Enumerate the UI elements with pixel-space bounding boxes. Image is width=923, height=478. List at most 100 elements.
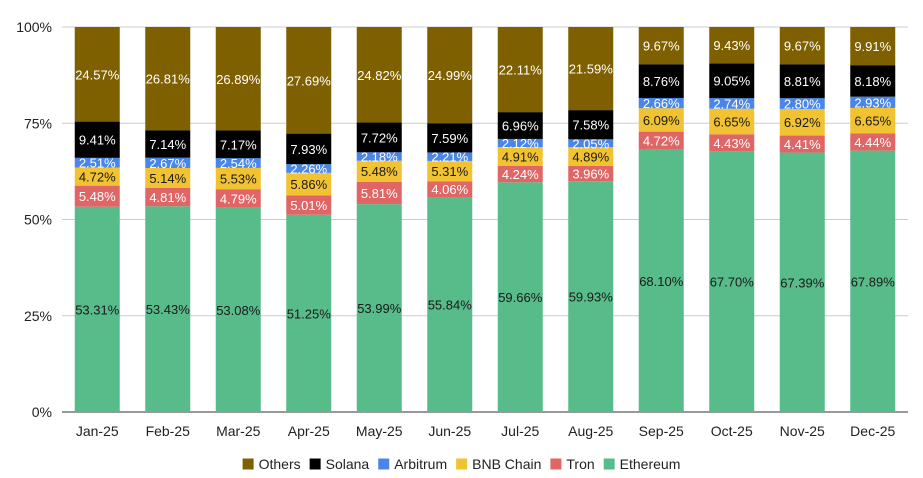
bar-segment-others	[145, 27, 191, 131]
data-label: 9.05%	[713, 74, 750, 89]
data-label: 53.31%	[75, 302, 120, 317]
bar-segment-tron	[74, 185, 120, 207]
legend-label: Tron	[566, 456, 594, 472]
bar-segment-others	[709, 27, 755, 64]
bar-segment-ethereum	[779, 152, 825, 412]
bar-segment-others	[286, 27, 332, 134]
bar-segment-arbitrum	[709, 98, 755, 109]
bar-segment-arbitrum	[74, 157, 120, 168]
legend-item: Others	[242, 456, 301, 472]
bar-segment-arbitrum	[638, 97, 684, 109]
data-label: 4.79%	[220, 191, 257, 206]
bar-segment-solana	[638, 64, 684, 98]
x-tick-label: Aug-25	[568, 423, 613, 439]
bar-segment-tron	[356, 181, 402, 205]
bar-segment-solana	[497, 112, 543, 139]
bar-segment-arbitrum	[427, 152, 473, 161]
legend-item: Ethereum	[603, 456, 681, 472]
data-label: 5.53%	[220, 172, 257, 187]
x-tick-label: Jun-25	[428, 423, 471, 439]
x-tick-label: Oct-25	[711, 423, 753, 439]
legend-label: Solana	[326, 456, 370, 472]
bar-segment-others	[638, 27, 684, 65]
bar-segment-arbitrum	[286, 164, 332, 173]
data-label: 53.43%	[146, 302, 191, 317]
bar-segment-bnb-chain	[427, 160, 473, 182]
bar-segment-tron	[638, 131, 684, 150]
y-axis: 0% 25% 50% 75% 100%	[16, 19, 52, 420]
bar-segment-tron	[215, 189, 261, 208]
bar-segment-solana	[215, 130, 261, 159]
bar-segment-others	[215, 27, 261, 131]
bar-segment-others	[497, 27, 543, 113]
data-label: 4.89%	[572, 150, 609, 165]
data-label: 53.08%	[216, 303, 261, 318]
bar-segment-tron	[850, 133, 896, 151]
bar-segment-arbitrum	[779, 98, 825, 109]
data-label: 6.09%	[643, 113, 680, 128]
legend-label: Ethereum	[620, 456, 681, 472]
bar-segment-bnb-chain	[850, 107, 896, 134]
data-label: 2.12%	[502, 136, 539, 151]
bar-segment-tron	[145, 187, 191, 207]
bar-segment-solana	[709, 63, 755, 99]
data-label: 9.91%	[854, 39, 891, 54]
data-label: 9.67%	[784, 39, 821, 54]
data-label: 24.57%	[75, 67, 120, 82]
data-label: 7.17%	[220, 137, 257, 152]
legend-swatch	[378, 458, 390, 470]
bar-segment-others	[427, 27, 473, 124]
bar-segment-bnb-chain	[497, 147, 543, 166]
data-label: 8.81%	[784, 74, 821, 89]
bar-segment-bnb-chain	[215, 167, 261, 190]
data-label: 5.01%	[290, 198, 327, 213]
data-label: 5.48%	[361, 164, 398, 179]
bar-segment-solana	[850, 65, 896, 97]
bar-segment-others	[850, 27, 896, 66]
y-tick-label: 50%	[24, 212, 52, 228]
bar-segment-bnb-chain	[568, 147, 614, 167]
legend-swatch	[456, 458, 468, 470]
bar-segment-ethereum	[145, 206, 191, 412]
data-label: 6.92%	[784, 115, 821, 130]
data-label: 6.65%	[854, 114, 891, 129]
bar-segment-tron	[709, 134, 755, 152]
bar-segment-others	[568, 27, 614, 111]
data-label: 26.89%	[216, 72, 261, 87]
data-label: 9.41%	[79, 133, 116, 148]
data-label: 2.74%	[713, 96, 750, 111]
bar-segment-tron	[779, 135, 825, 153]
data-label: 4.24%	[502, 167, 539, 182]
data-label: 59.66%	[498, 290, 543, 305]
data-label: 68.10%	[639, 274, 684, 289]
legend-swatch	[550, 458, 562, 470]
data-label: 4.44%	[854, 135, 891, 150]
data-label: 5.86%	[290, 177, 327, 192]
x-axis: Jan-25 Feb-25 Mar-25 Apr-25 May-25 Jun-25 Jul-…	[76, 423, 896, 439]
bar-segment-ethereum	[709, 151, 755, 413]
data-label: 24.99%	[428, 68, 473, 83]
data-label: 7.58%	[572, 118, 609, 133]
x-tick-label: Nov-25	[780, 423, 825, 439]
data-label: 4.72%	[79, 170, 116, 185]
bar-segment-bnb-chain	[709, 108, 755, 135]
data-label: 5.14%	[149, 171, 186, 186]
bar-segment-bnb-chain	[638, 108, 684, 132]
data-label: 2.93%	[854, 95, 891, 110]
data-labels: 53.31% 5.48% 4.72%2.51% 9.41% 24.57% 53.43% 4.…	[75, 38, 895, 321]
data-label: 2.80%	[784, 97, 821, 112]
legend-item: Tron	[550, 456, 595, 472]
data-label: 53.99%	[357, 301, 402, 316]
x-tick-label: May-25	[356, 423, 403, 439]
legend-item: Arbitrum	[378, 456, 447, 472]
bar-segment-ethereum	[74, 206, 120, 412]
bar-segment-ethereum	[215, 207, 261, 412]
bar-segment-ethereum	[850, 150, 896, 412]
data-label: 2.51%	[79, 156, 116, 171]
bar-segment-ethereum	[568, 181, 614, 412]
bar-segment-arbitrum	[145, 157, 191, 168]
data-label: 6.65%	[713, 114, 750, 129]
data-label: 7.14%	[149, 137, 186, 152]
data-label: 5.81%	[361, 186, 398, 201]
